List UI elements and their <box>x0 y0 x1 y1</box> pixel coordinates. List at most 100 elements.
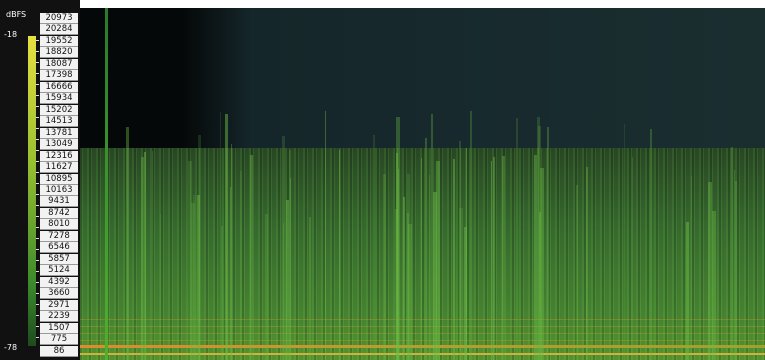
spectrogram-streak <box>459 207 463 360</box>
spectrogram-streak <box>465 147 468 360</box>
frequency-label: 8010 <box>40 219 78 231</box>
colorbar-tick <box>36 304 39 305</box>
colorbar-tick <box>36 293 39 294</box>
spectrogram-harmonics <box>80 313 765 360</box>
colorbar-unit: dBFS <box>6 10 27 19</box>
frequency-label: 16666 <box>40 81 78 93</box>
spectrogram-streak <box>192 195 197 360</box>
frequency-label: 15202 <box>40 104 78 116</box>
frequency-label: 8742 <box>40 207 78 219</box>
spectrogram-streak <box>649 129 652 360</box>
spectrogram-streak <box>436 161 441 360</box>
spectrogram-streak <box>431 114 433 360</box>
spectrogram-fundamental <box>80 345 765 348</box>
spectrogram-streak <box>730 146 734 360</box>
spectrogram-streak <box>283 222 285 360</box>
frequency-label: 4392 <box>40 276 78 288</box>
spectrogram-streak <box>140 157 144 360</box>
frequency-label: 1507 <box>40 322 78 334</box>
colorbar-tick <box>36 150 39 151</box>
spectrogram-streak <box>265 214 268 360</box>
colorbar-tick <box>36 51 39 52</box>
frequency-label: 10163 <box>40 185 78 196</box>
frequency-label: 13781 <box>40 127 78 139</box>
colorbar-tick <box>36 337 39 338</box>
spectrogram-streak <box>396 117 401 360</box>
spectrogram-streak <box>515 118 518 360</box>
frequency-label: 18087 <box>40 58 78 70</box>
colorbar-tick <box>36 139 39 140</box>
spectrogram-streak <box>289 178 292 360</box>
spectrogram-streak <box>281 136 285 360</box>
colorbar-tick <box>36 106 39 107</box>
spectrogram-streak <box>433 192 437 360</box>
frequency-label: 15934 <box>40 93 78 105</box>
spectrogram-streak <box>425 138 428 360</box>
spectrogram-streak <box>197 194 200 360</box>
spectrogram-streak <box>631 157 633 360</box>
spectrogram-streak <box>231 144 233 360</box>
colorbar-tick <box>36 117 39 118</box>
colorbar-tick <box>36 271 39 272</box>
spectrogram-streak <box>289 150 292 360</box>
frequency-label: 12316 <box>40 150 78 162</box>
spectrogram-low-band <box>80 148 765 360</box>
spectrogram-streak <box>420 157 422 360</box>
frequency-label: 17398 <box>40 70 78 82</box>
frequency-label: 11627 <box>40 162 78 174</box>
spectrogram-streak <box>735 181 738 360</box>
spectrogram-streak <box>538 126 542 360</box>
colorbar-tick <box>36 260 39 261</box>
spectrogram <box>80 8 765 360</box>
frequency-label: 5124 <box>40 265 78 277</box>
spectrogram-streak <box>537 117 540 360</box>
spectrogram-streak <box>464 226 468 360</box>
spectrogram-streak <box>691 176 693 360</box>
frequency-label: 13049 <box>40 139 78 151</box>
spectrogram-streak <box>407 224 412 360</box>
colorbar-tick <box>36 315 39 316</box>
spectrogram-streak <box>285 199 290 360</box>
spectrogram-onset <box>105 8 108 360</box>
spectrogram-streak <box>229 186 232 360</box>
colorbar-tick <box>36 62 39 63</box>
spectrogram-streak <box>490 160 492 360</box>
frequency-label: 10895 <box>40 173 78 185</box>
spectrogram-streak <box>373 134 376 360</box>
colorbar-tick <box>36 216 39 217</box>
colorbar-tick <box>36 172 39 173</box>
spectrogram-streak <box>395 153 399 360</box>
spectrogram-streak <box>160 213 162 360</box>
frequency-label: 5857 <box>40 253 78 265</box>
spectrogram-streak <box>539 212 541 360</box>
spectrogram-streak <box>501 156 506 360</box>
spectrogram-streak <box>586 167 588 360</box>
spectrogram-streak <box>191 203 195 360</box>
spectrogram-streak <box>708 182 712 360</box>
spectrogram-streak <box>220 226 224 360</box>
frequency-label: 9431 <box>40 196 78 208</box>
spectrogram-streak <box>224 114 229 360</box>
spectrogram-streak <box>198 134 201 360</box>
spectrogram-streak <box>623 124 626 360</box>
spectrogram-streak <box>219 112 221 360</box>
colorbar-tick <box>36 238 39 239</box>
spectrogram-streak <box>308 216 312 360</box>
spectrogram-streak <box>143 152 147 360</box>
colorbar-tick <box>36 227 39 228</box>
frequency-label: 775 <box>40 334 78 346</box>
spectrogram-streak <box>428 175 431 360</box>
spectrogram-streak <box>493 157 495 360</box>
colorbar-tick <box>36 326 39 327</box>
spectrogram-high-band <box>80 8 765 153</box>
spectrogram-streak <box>240 171 242 360</box>
colorbar-max: -18 <box>4 30 18 39</box>
spectrogram-streak <box>534 154 538 360</box>
frequency-label: 6546 <box>40 242 78 254</box>
spectrogram-streak <box>395 208 398 360</box>
colorbar-tick <box>36 194 39 195</box>
colorbar-tick <box>36 183 39 184</box>
spectrogram-streak <box>733 169 735 360</box>
frequency-label: 14513 <box>40 116 78 128</box>
